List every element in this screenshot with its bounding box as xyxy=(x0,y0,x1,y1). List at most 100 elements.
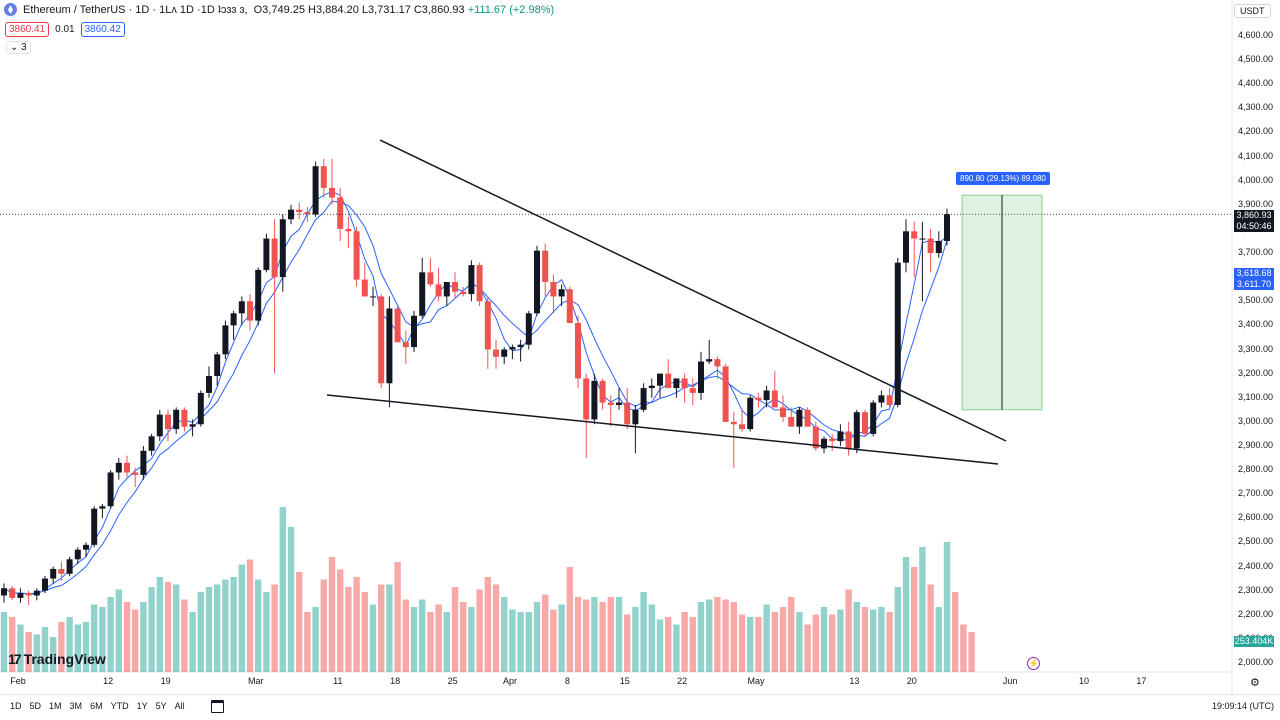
candle-body xyxy=(353,231,360,280)
candle-body xyxy=(501,349,508,357)
ma-fast-line xyxy=(3,190,948,595)
volume-bar xyxy=(484,577,491,672)
measure-label: 890.80 (29.13%) 89,080 xyxy=(956,172,1050,185)
volume-bar xyxy=(952,592,959,672)
volume-bar xyxy=(632,607,639,672)
candle-body xyxy=(493,349,499,357)
candle-body xyxy=(312,166,319,215)
range-button-6m[interactable]: 6M xyxy=(90,701,103,711)
candle-body xyxy=(361,279,368,297)
volume-bar xyxy=(788,597,795,672)
lightning-icon[interactable]: ⚡ xyxy=(1027,657,1040,670)
volume-bar xyxy=(525,612,532,672)
volume-bar xyxy=(115,589,122,672)
volume-bar xyxy=(533,602,541,672)
candle-body xyxy=(550,281,557,297)
volume-bar xyxy=(517,612,524,672)
volume-bar xyxy=(25,632,32,672)
candle-body xyxy=(197,392,204,425)
date-tick-label: 20 xyxy=(906,676,917,686)
countdown-tag: 04:50:46 xyxy=(1234,221,1274,232)
candle-body xyxy=(345,228,352,232)
ohlc-text: O3,749.25 H3,884.20 L3,731.17 C3,860.93 xyxy=(253,3,465,16)
calendar-icon[interactable] xyxy=(210,699,224,713)
date-tick-label: Jun xyxy=(1002,676,1018,686)
candle-body xyxy=(99,506,106,509)
settings-gear-icon[interactable]: ⚙ xyxy=(1250,677,1260,689)
volume-bar xyxy=(287,527,295,672)
candle-body xyxy=(66,559,73,574)
candle-body xyxy=(9,588,16,598)
volume-bar xyxy=(99,607,106,672)
date-tick-label: 12 xyxy=(103,676,114,686)
sell-button[interactable]: 3860.41 xyxy=(5,22,50,37)
volume-bar xyxy=(542,594,549,672)
candle-body xyxy=(484,301,491,350)
volume-bar xyxy=(304,612,311,672)
candle-body xyxy=(74,549,81,560)
candle-body xyxy=(17,593,24,598)
range-button-1y[interactable]: 1Y xyxy=(136,701,148,711)
volume-bar xyxy=(345,587,352,672)
candle-body xyxy=(665,373,672,389)
candle-body xyxy=(25,593,32,596)
indicators-toggle[interactable]: ⌄ 3 xyxy=(6,41,31,54)
volume-bar xyxy=(173,584,180,672)
lower-trendline xyxy=(326,394,999,465)
price-tick-label: 2,300.00 xyxy=(1238,584,1274,595)
volume-bar xyxy=(468,607,475,672)
range-button-ytd[interactable]: YTD xyxy=(110,701,129,711)
tradingview-logo[interactable]: 17 TradingView xyxy=(8,651,106,667)
candle-body xyxy=(181,409,188,427)
range-button-1d[interactable]: 1D xyxy=(10,701,22,711)
volume-bar xyxy=(197,592,204,672)
range-button-1m[interactable]: 1M xyxy=(49,701,62,711)
volume-bar xyxy=(386,584,393,672)
volume-bar xyxy=(583,599,590,672)
ethereum-coin-icon xyxy=(4,3,17,16)
candle-body xyxy=(804,409,811,427)
range-button-5d[interactable]: 5D xyxy=(29,701,42,711)
candle-body xyxy=(829,438,836,442)
range-button-5y[interactable]: 5Y xyxy=(155,701,167,711)
change-text: +111.67 (+2.98%) xyxy=(467,3,555,16)
utc-clock[interactable]: 19:09:14 (UTC) xyxy=(1211,701,1274,711)
candle-body xyxy=(542,250,549,282)
volume-bar xyxy=(279,507,286,672)
candle-body xyxy=(673,378,680,389)
volume-bar xyxy=(943,542,951,672)
candle-body xyxy=(812,426,819,449)
price-tick-label: 2,800.00 xyxy=(1238,464,1274,475)
candle-body xyxy=(222,325,229,355)
candle-body xyxy=(115,462,122,473)
range-button-all[interactable]: All xyxy=(174,701,185,711)
candle-body xyxy=(1,588,7,596)
volume-bar xyxy=(558,604,565,672)
symbol-title[interactable]: Ethereum / TetherUS · 1D · 1Lʌ 1D ·1D ʇɔ… xyxy=(23,3,248,16)
range-button-3m[interactable]: 3M xyxy=(69,701,83,711)
volume-bar xyxy=(656,619,664,672)
candle-body xyxy=(206,376,212,393)
bottom-toolbar: 1D 5D 1M 3M 6M YTD 1Y 5Y All 19:09:14 (UTC) xyxy=(0,694,1280,717)
volume-bar xyxy=(722,599,729,672)
ohlc-values: O3,749.25 H3,884.20 L3,731.17 C3,860.93 … xyxy=(254,4,555,16)
volume-bar xyxy=(902,557,910,672)
volume-bar xyxy=(435,604,442,672)
candle-body xyxy=(304,212,311,215)
volume-bar xyxy=(796,612,803,672)
buy-button[interactable]: 3860.42 xyxy=(80,22,125,37)
candle-body xyxy=(320,166,327,188)
price-tick-label: 2,700.00 xyxy=(1238,488,1274,499)
price-tick-label: 4,500.00 xyxy=(1238,54,1274,65)
candle-body xyxy=(845,431,852,449)
volume-bar xyxy=(911,567,918,672)
candle-body xyxy=(780,407,786,418)
volume-bar xyxy=(460,602,467,672)
date-tick-label: 10 xyxy=(1078,676,1090,686)
volume-bar xyxy=(648,604,655,672)
currency-selector[interactable]: USDT xyxy=(1234,4,1271,18)
candle-body xyxy=(739,424,745,430)
date-tick-label: 15 xyxy=(619,676,630,686)
price-tick-label: 3,400.00 xyxy=(1238,319,1274,330)
